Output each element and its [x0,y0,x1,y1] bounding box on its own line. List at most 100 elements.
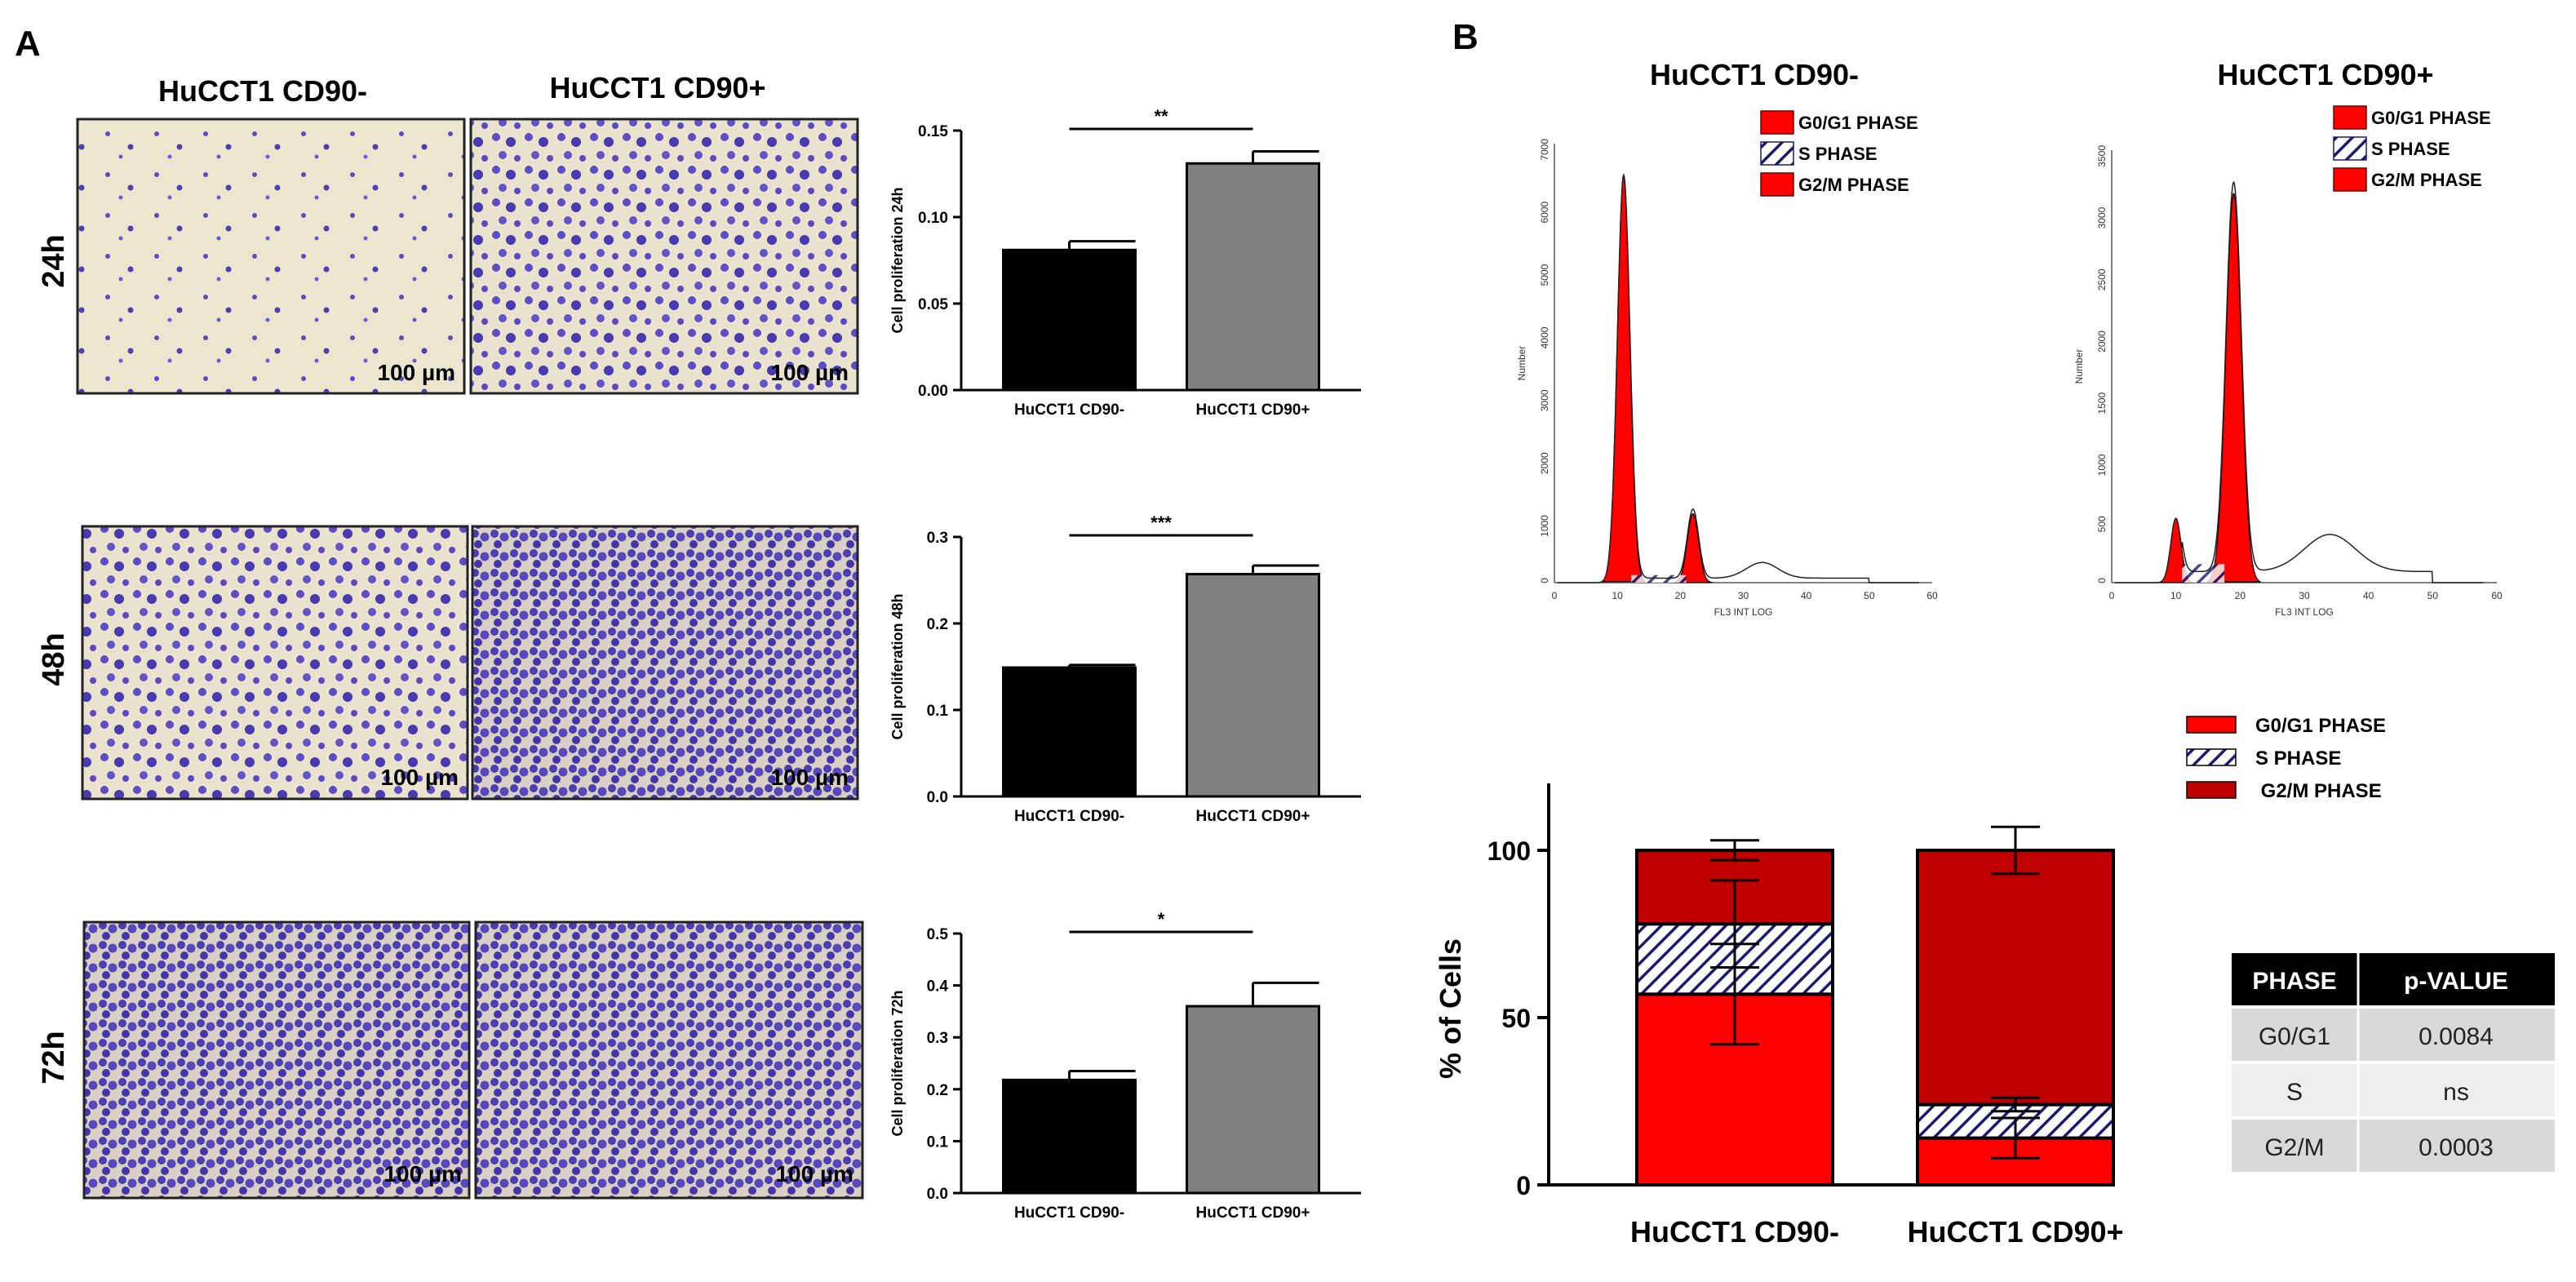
legend-label-g2m: G2/M PHASE [2255,780,2382,802]
x-tick-label: 30 [2299,590,2310,601]
histogram-peak-g2m [1673,512,1713,583]
legend-label-s: S PHASE [2255,747,2341,770]
histogram-title-pos: HuCCT1 CD90+ [2217,58,2433,91]
y-tick-label: 500 [2096,516,2108,532]
y-tick-label: 1000 [1539,515,1550,537]
legend-label-s: S PHASE [2371,139,2450,159]
significance-label: ** [1154,106,1168,126]
micrograph-column-header-pos: HuCCT1 CD90+ [549,71,765,104]
table-cell-pvalue: 0.0084 [2419,1023,2494,1050]
y-tick-label: 0.00 [918,383,948,400]
y-axis-label: Number [1516,346,1527,381]
table-header-bg [2232,953,2555,1005]
y-tick-label: 0.05 [918,296,948,313]
x-tick-label: 50 [2427,590,2439,601]
histogram-s-phase [1631,574,1687,583]
micrograph-24h-neg: 100 µm [76,118,466,395]
micrograph-48h-pos: 100 µm [471,525,859,801]
x-tick-label: HuCCT1 CD90- [1014,401,1124,419]
table-header-pvalue: p-VALUE [2404,968,2508,995]
chart-cell-proliferation-72h: 0.0 0.1 0.2 0.3 0.4 0.5 Cell proliferation 72h… [889,909,1361,1222]
histogram-peak-g2m [2206,192,2261,583]
y-tick-label: 6000 [1539,202,1550,224]
y-tick-label: 0.4 [927,978,949,996]
micrograph-column-header-neg: HuCCT1 CD90- [158,74,367,108]
x-tick-label: HuCCT1 CD90- [1630,1215,1839,1249]
legend-swatch-g0g1 [1760,110,1794,135]
scale-bar-label: 100 µm [770,765,849,790]
chart-cell-proliferation-24h: 0.00 0.05 0.10 0.15 Cell proliferation 24h Hu… [889,106,1361,419]
x-axis-label: FL3 INT LOG [2275,606,2334,618]
x-tick-label: 20 [2235,590,2246,601]
micrograph-48h-neg: 100 µm [81,525,469,801]
legend-label-g0g1: G0/G1 PHASE [2255,715,2386,737]
y-tick-label: 3000 [2096,206,2108,228]
x-tick-label: 60 [2491,590,2503,601]
y-tick-label: 1500 [2096,393,2108,415]
y-axis-label: Cell proliferation 24h [889,187,906,333]
table-cell-pvalue: ns [2443,1079,2469,1106]
bar [1186,1005,1320,1195]
y-tick-label: 0.3 [927,1030,948,1047]
x-tick-label: HuCCT1 CD90+ [1196,1204,1310,1222]
table-cell-phase: S [2286,1079,2303,1106]
histogram-title-neg: HuCCT1 CD90- [1650,58,1859,91]
y-tick-label: 7000 [1539,139,1550,161]
bar [1002,666,1137,798]
x-tick-label: 30 [1738,590,1749,601]
scale-bar-label: 100 µm [384,1161,462,1187]
y-axis-label: Number [2073,349,2085,384]
x-tick-label: HuCCT1 CD90- [1014,808,1124,825]
y-tick-label: 3000 [1539,389,1550,411]
legend-label-g0g1: G0/G1 PHASE [1798,113,1918,133]
legend-label-g0g1: G0/G1 PHASE [2371,108,2491,128]
y-tick-label: 50 [1501,1004,1531,1033]
legend-swatch-s [2186,748,2237,766]
legend-swatch-g2m [2186,781,2237,799]
row-label-24h: 24h [37,234,71,287]
x-tick-label: 20 [1675,590,1687,601]
legend-swatch-g2m [1760,172,1794,197]
y-tick-label: 0 [1516,1171,1531,1200]
legend-swatch-g2m [2333,167,2367,192]
significance-label: *** [1151,512,1172,533]
y-tick-label: 0.15 [918,123,948,140]
legend-swatch-s [1760,141,1794,166]
scale-bar-label: 100 µm [380,765,459,790]
table-cell-phase: G2/M [2264,1134,2324,1161]
legend-label-g2m: G2/M PHASE [1798,175,1909,195]
micrograph-72h-neg: 100 µm [82,920,471,1200]
panel-label-b: B [1452,17,1479,57]
scale-bar-label: 100 µm [775,1161,853,1187]
y-tick-label: 0.1 [927,1133,949,1151]
y-tick-label: 4000 [1539,326,1550,348]
histogram-legend-neg: G0/G1 PHASE S PHASE G2/M PHASE [1760,110,1918,197]
y-tick-label: 5000 [1539,264,1550,286]
y-tick-label: 0 [1539,578,1550,583]
y-tick-label: 0 [2096,578,2108,583]
table-row [2232,1064,2555,1116]
chart-histogram-cd90-neg: 0 10 20 30 40 50 60 0 1000 2000 3000 4000 5000 6000 70… [1516,139,1938,618]
bar [1186,162,1320,392]
x-tick-label: HuCCT1 CD90+ [1196,401,1310,419]
y-tick-label: 0.0 [927,789,948,806]
chart-cell-proliferation-48h: 0.0 0.1 0.2 0.3 Cell proliferation 48h HuCCT1… [889,512,1361,825]
table-cell-phase: G0/G1 [2259,1023,2330,1050]
histogram-trace [1557,172,1919,583]
x-tick-label: 50 [1864,590,1875,601]
chart-cell-cycle-stacked: 0 50 100 % of Cells HuCCT1 CD90- HuCCT1 CD90+ [1434,783,2124,1249]
stacked-segment [1916,849,2115,1107]
table-row [2232,1120,2555,1172]
x-tick-label: 60 [1926,590,1938,601]
bar [1186,573,1320,798]
y-tick-label: 0.2 [927,616,948,633]
y-tick-label: 1000 [2096,454,2108,476]
y-tick-label: 2500 [2096,268,2108,291]
legend-swatch-g0g1 [2333,105,2367,130]
table-header-phase: PHASE [2252,968,2336,995]
histogram-legend-pos: G0/G1 PHASE S PHASE G2/M PHASE [2333,105,2491,192]
histogram-s-phase [2182,564,2225,583]
legend-swatch-g0g1 [2186,716,2237,734]
y-tick-label: 2000 [1539,452,1550,474]
